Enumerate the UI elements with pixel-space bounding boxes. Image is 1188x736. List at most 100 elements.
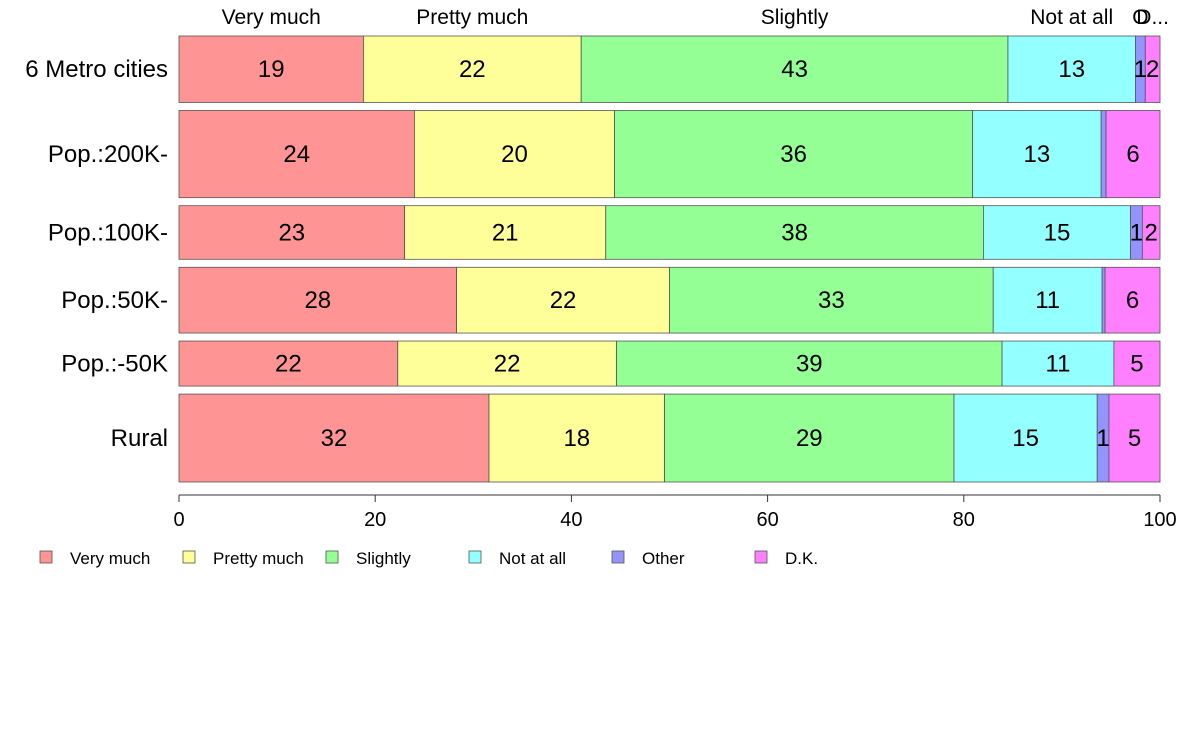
bar-pop-50k-slightly	[669, 266, 994, 334]
value-label-pop-200k-slightly: 36	[780, 141, 807, 168]
bar-pop-100k-not-at-all	[983, 205, 1131, 260]
value-label-pop-50k-very-much: 28	[304, 287, 331, 314]
value-label-6-metro-cities-very-much: 19	[258, 56, 285, 83]
value-label-pop-50k-slightly: 33	[818, 287, 845, 314]
bars	[178, 35, 1161, 483]
legend-swatch-other	[611, 550, 625, 564]
value-label-pop-50k-pretty-much: 22	[494, 351, 521, 378]
value-label-pop-50k-very-much: 22	[275, 351, 302, 378]
x-tick-label-80: 80	[953, 509, 975, 531]
category-label-6-metro-cities: 6 Metro cities	[25, 56, 168, 83]
top-label-slightly: Slightly	[761, 6, 829, 29]
bar-pop-50k-pretty-much	[397, 340, 617, 387]
x-tick-label-20: 20	[364, 509, 386, 531]
top-label-d-k: D...	[1136, 6, 1169, 29]
legend-swatch-pretty-much	[182, 550, 196, 564]
bar-6-metro-cities-not-at-all	[1007, 35, 1136, 103]
bar-pop-100k-pretty-much	[404, 205, 607, 260]
bar-pop-100k-very-much	[178, 205, 406, 260]
category-label-rural: Rural	[111, 425, 168, 452]
top-label-not-at-all: Not at all	[1030, 6, 1113, 29]
bar-pop-50k-d-k	[1104, 266, 1161, 334]
bar-pop-50k-d-k	[1113, 340, 1161, 387]
value-label-pop-100k-other: 1	[1130, 219, 1143, 246]
value-label-pop-50k-not-at-all: 11	[1046, 351, 1071, 378]
value-label-6-metro-cities-slightly: 43	[781, 56, 808, 83]
bar-rural-pretty-much	[488, 393, 665, 483]
legend-label-pretty-much: Pretty much	[213, 549, 304, 568]
x-tick-label-40: 40	[560, 509, 582, 531]
value-label-pop-200k-d-k: 6	[1126, 141, 1139, 168]
x-tick-label-100: 100	[1143, 509, 1176, 531]
x-tick-label-60: 60	[756, 509, 778, 531]
value-label-pop-50k-pretty-much: 22	[550, 287, 577, 314]
bar-pop-100k-slightly	[605, 205, 984, 260]
top-label-other: O	[1132, 6, 1148, 29]
top-label-pretty-much: Pretty much	[416, 6, 528, 29]
value-label-pop-200k-pretty-much: 20	[501, 141, 528, 168]
bar-rural-slightly	[664, 393, 955, 483]
bar-pop-200k-pretty-much	[414, 110, 615, 199]
bar-pop-200k-slightly	[614, 110, 974, 199]
value-label-6-metro-cities-d-k: 2	[1146, 56, 1159, 83]
legend-swatch-d-k	[754, 550, 768, 564]
bar-pop-50k-very-much	[178, 266, 458, 334]
value-label-pop-50k-not-at-all: 11	[1035, 287, 1060, 314]
bar-pop-50k-not-at-all	[1001, 340, 1115, 387]
x-tick-label-0: 0	[173, 509, 184, 531]
value-label-rural-other: 1	[1096, 425, 1109, 452]
value-label-pop-100k-pretty-much: 21	[492, 219, 519, 246]
legend-label-slightly: Slightly	[356, 549, 411, 568]
category-label-pop-50k: Pop.:50K-	[61, 287, 168, 314]
legend-swatch-slightly	[325, 550, 339, 564]
bar-pop-50k-slightly	[616, 340, 1003, 387]
category-label-pop-100k: Pop.:100K-	[48, 219, 168, 246]
bar-pop-200k-not-at-all	[972, 110, 1102, 199]
top-category-labels: Very much Pretty much Slightly Not at all OD…	[222, 6, 1169, 29]
value-label-pop-200k-very-much: 24	[283, 141, 310, 168]
bar-rural-not-at-all	[953, 393, 1098, 483]
value-label-pop-100k-slightly: 38	[781, 219, 808, 246]
legend-label-d-k: D.K.	[785, 549, 818, 568]
value-label-pop-100k-not-at-all: 15	[1044, 219, 1071, 246]
bar-pop-200k-very-much	[178, 110, 415, 199]
legend-label-other: Other	[642, 549, 685, 568]
legend: Very much Pretty much Slightly Not at all Ot…	[39, 549, 818, 568]
category-label-pop-200k: Pop.:200K-	[48, 141, 168, 168]
bar-pop-50k-other	[1101, 266, 1106, 334]
value-label-pop-200k-not-at-all: 13	[1024, 141, 1051, 168]
x-axis: 0 20 40 60 80 100	[173, 494, 1177, 531]
top-label-very-much: Very much	[222, 6, 321, 29]
value-label-pop-100k-very-much: 23	[278, 219, 305, 246]
bar-rural-very-much	[178, 393, 490, 483]
bar-6-metro-cities-pretty-much	[363, 35, 582, 103]
value-label-rural-d-k: 5	[1128, 425, 1141, 452]
value-label-6-metro-cities-not-at-all: 13	[1058, 56, 1085, 83]
bar-pop-50k-not-at-all	[992, 266, 1103, 334]
bar-pop-50k-pretty-much	[456, 266, 670, 334]
legend-swatch-not-at-all	[468, 550, 482, 564]
bar-pop-50k-very-much	[178, 340, 399, 387]
bar-pop-100k-d-k	[1141, 205, 1161, 260]
value-label-6-metro-cities-pretty-much: 22	[459, 56, 486, 83]
legend-label-very-much: Very much	[70, 549, 150, 568]
value-label-pop-50k-d-k: 6	[1126, 287, 1139, 314]
bar-6-metro-cities-d-k	[1144, 35, 1161, 103]
category-label-pop-50k: Pop.:-50K	[61, 351, 168, 378]
value-label-rural-very-much: 32	[321, 425, 348, 452]
bar-pop-200k-d-k	[1105, 110, 1161, 199]
value-label-rural-slightly: 29	[796, 425, 823, 452]
legend-label-not-at-all: Not at all	[499, 549, 566, 568]
value-label-pop-100k-d-k: 2	[1144, 219, 1157, 246]
legend-swatch-very-much	[39, 550, 53, 564]
value-label-6-metro-cities-other: 1	[1134, 56, 1147, 83]
category-labels: 6 Metro cities Pop.:200K- Pop.:100K- Pop.:5…	[25, 56, 168, 452]
value-label-pop-50k-d-k: 5	[1130, 351, 1143, 378]
value-label-rural-not-at-all: 15	[1012, 425, 1039, 452]
bar-pop-200k-other	[1100, 110, 1107, 199]
value-label-rural-pretty-much: 18	[563, 425, 590, 452]
bar-rural-d-k	[1108, 393, 1161, 483]
value-label-pop-50k-slightly: 39	[796, 351, 823, 378]
